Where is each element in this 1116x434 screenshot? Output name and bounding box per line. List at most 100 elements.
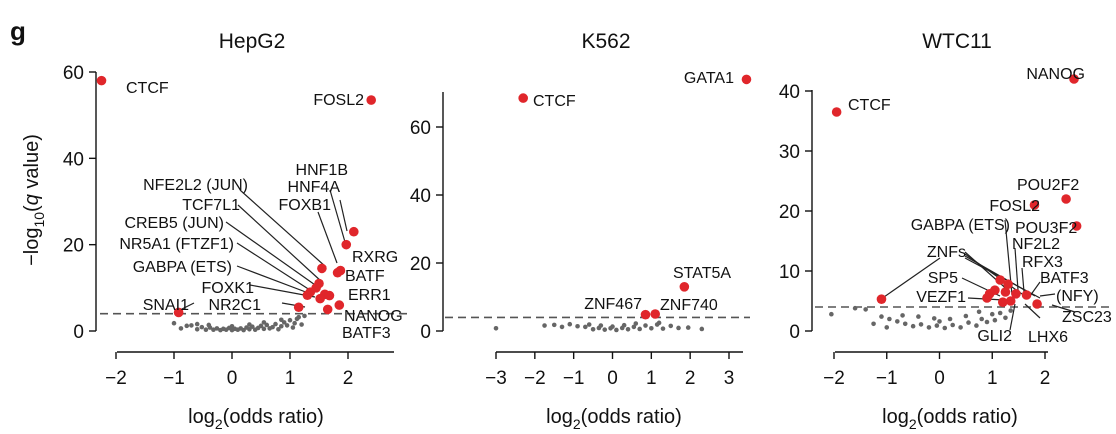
significant-point bbox=[1003, 279, 1013, 290]
label-foxb1: FOXB1 bbox=[279, 197, 332, 214]
background-point bbox=[625, 327, 631, 332]
background-point bbox=[879, 314, 884, 319]
significant-point bbox=[640, 309, 651, 320]
background-point bbox=[895, 319, 900, 324]
background-point bbox=[637, 326, 642, 332]
background-point bbox=[171, 320, 177, 326]
x-tick-label: 0 bbox=[227, 368, 238, 389]
label-ctcf: CTCF bbox=[533, 93, 576, 110]
background-point bbox=[660, 326, 666, 331]
background-point bbox=[979, 316, 984, 322]
significant-point bbox=[876, 294, 887, 305]
label-nf2l2: NF2L2 bbox=[1012, 236, 1060, 253]
significant-point bbox=[322, 304, 333, 315]
significant-point bbox=[293, 302, 304, 313]
label-hnf1b: HNF1B bbox=[296, 162, 348, 179]
background-point bbox=[631, 324, 637, 330]
x-tick-label: −2 bbox=[524, 368, 546, 389]
y-tick-label: 40 bbox=[410, 186, 431, 207]
background-point bbox=[261, 320, 267, 325]
significant-point bbox=[1005, 296, 1016, 306]
panel-hepg2: HepG2 0 20 40 60 −2 −1 0 1 2 CTCF FOSL2 HNF1B H… bbox=[21, 30, 410, 432]
significant-point bbox=[998, 297, 1008, 308]
label-err1: ERR1 bbox=[348, 287, 391, 304]
significant-points bbox=[96, 75, 377, 318]
background-point bbox=[590, 327, 596, 332]
panel-title: WTC11 bbox=[922, 30, 992, 53]
panel-title: HepG2 bbox=[219, 30, 286, 53]
significant-point bbox=[96, 75, 107, 86]
y-tick-label: 0 bbox=[73, 322, 84, 343]
label-zsc23: ZSC23 bbox=[1062, 309, 1112, 326]
background-point bbox=[287, 317, 293, 323]
background-point bbox=[621, 322, 627, 328]
x-tick-label: 3 bbox=[724, 368, 735, 389]
background-point bbox=[575, 323, 580, 329]
label-znfs: ZNFs bbox=[927, 244, 966, 261]
significant-point bbox=[332, 267, 343, 278]
x-tick-label: −2 bbox=[823, 368, 845, 389]
significant-point bbox=[317, 263, 327, 274]
y-tick-label: 20 bbox=[410, 254, 431, 275]
label-hnf4a: HNF4A bbox=[288, 179, 341, 196]
x-ticks: −2 −1 0 1 2 bbox=[823, 352, 1050, 389]
label-rxrg: RXRG bbox=[352, 249, 398, 266]
significant-point bbox=[173, 307, 184, 318]
background-point bbox=[963, 313, 969, 319]
y-tick-label: 0 bbox=[420, 322, 431, 343]
significant-point bbox=[831, 107, 842, 117]
x-ticks: −3 −2 −1 0 1 2 3 bbox=[485, 352, 734, 389]
x-tick-label: 0 bbox=[934, 368, 945, 389]
background-point bbox=[699, 326, 705, 332]
point-labels: CTCF FOSL2 HNF1B HNF4A FOXB1 NFE2L2 (JUN… bbox=[119, 80, 402, 342]
background-point bbox=[199, 324, 205, 330]
x-tick-label: −2 bbox=[105, 368, 127, 389]
background-point bbox=[206, 322, 212, 328]
background-point bbox=[1008, 308, 1014, 313]
background-point bbox=[292, 320, 297, 326]
background-points bbox=[493, 320, 705, 333]
background-point bbox=[214, 326, 220, 331]
significant-point bbox=[1029, 200, 1040, 210]
background-point bbox=[189, 323, 194, 328]
background-point bbox=[643, 323, 648, 328]
background-point bbox=[902, 321, 908, 327]
significant-point bbox=[324, 290, 335, 301]
significant-point bbox=[982, 293, 992, 303]
y-tick-label: 60 bbox=[63, 63, 84, 84]
y-tick-label: 40 bbox=[63, 149, 84, 170]
label-ctcf: CTCF bbox=[848, 97, 891, 114]
significant-point bbox=[990, 285, 1000, 296]
background-point bbox=[261, 326, 267, 332]
label-sp5: SP5 bbox=[928, 270, 958, 287]
background-point bbox=[966, 320, 971, 325]
background-point bbox=[194, 326, 200, 332]
label-nfe2l2: NFE2L2 (JUN) bbox=[143, 177, 248, 194]
x-axis-label: log2(odds ratio) bbox=[188, 406, 324, 432]
x-tick-label: 0 bbox=[607, 368, 618, 389]
background-point bbox=[656, 320, 662, 326]
background-point bbox=[279, 323, 284, 329]
x-tick-label: 2 bbox=[343, 368, 354, 389]
significant-point bbox=[995, 275, 1005, 285]
background-point bbox=[598, 323, 604, 328]
background-point bbox=[203, 327, 209, 333]
significant-point bbox=[1032, 299, 1042, 309]
background-point bbox=[290, 325, 296, 330]
label-nfy: (NFY) bbox=[1056, 288, 1099, 305]
significant-point bbox=[741, 74, 752, 85]
background-point bbox=[992, 317, 998, 323]
y-tick-label: 60 bbox=[410, 118, 431, 139]
label-nr2c1: NR2C1 bbox=[209, 297, 262, 314]
panel-wtc11: WTC11 0 10 20 30 40 −2 −1 0 1 2 NANOG CTCF bbox=[779, 30, 1112, 432]
x-ticks: −2 −1 0 1 2 bbox=[105, 352, 353, 389]
background-point bbox=[229, 323, 235, 329]
background-point bbox=[958, 325, 963, 330]
y-axis-label: −log10(q value) bbox=[21, 134, 47, 266]
label-nanog: NANOG bbox=[1026, 66, 1085, 83]
x-axis-label: log2(odds ratio) bbox=[882, 406, 1018, 432]
background-point bbox=[299, 322, 304, 327]
x-tick-label: −1 bbox=[563, 368, 585, 389]
label-gata1: GATA1 bbox=[684, 70, 734, 87]
y-tick-label: 20 bbox=[63, 236, 84, 257]
